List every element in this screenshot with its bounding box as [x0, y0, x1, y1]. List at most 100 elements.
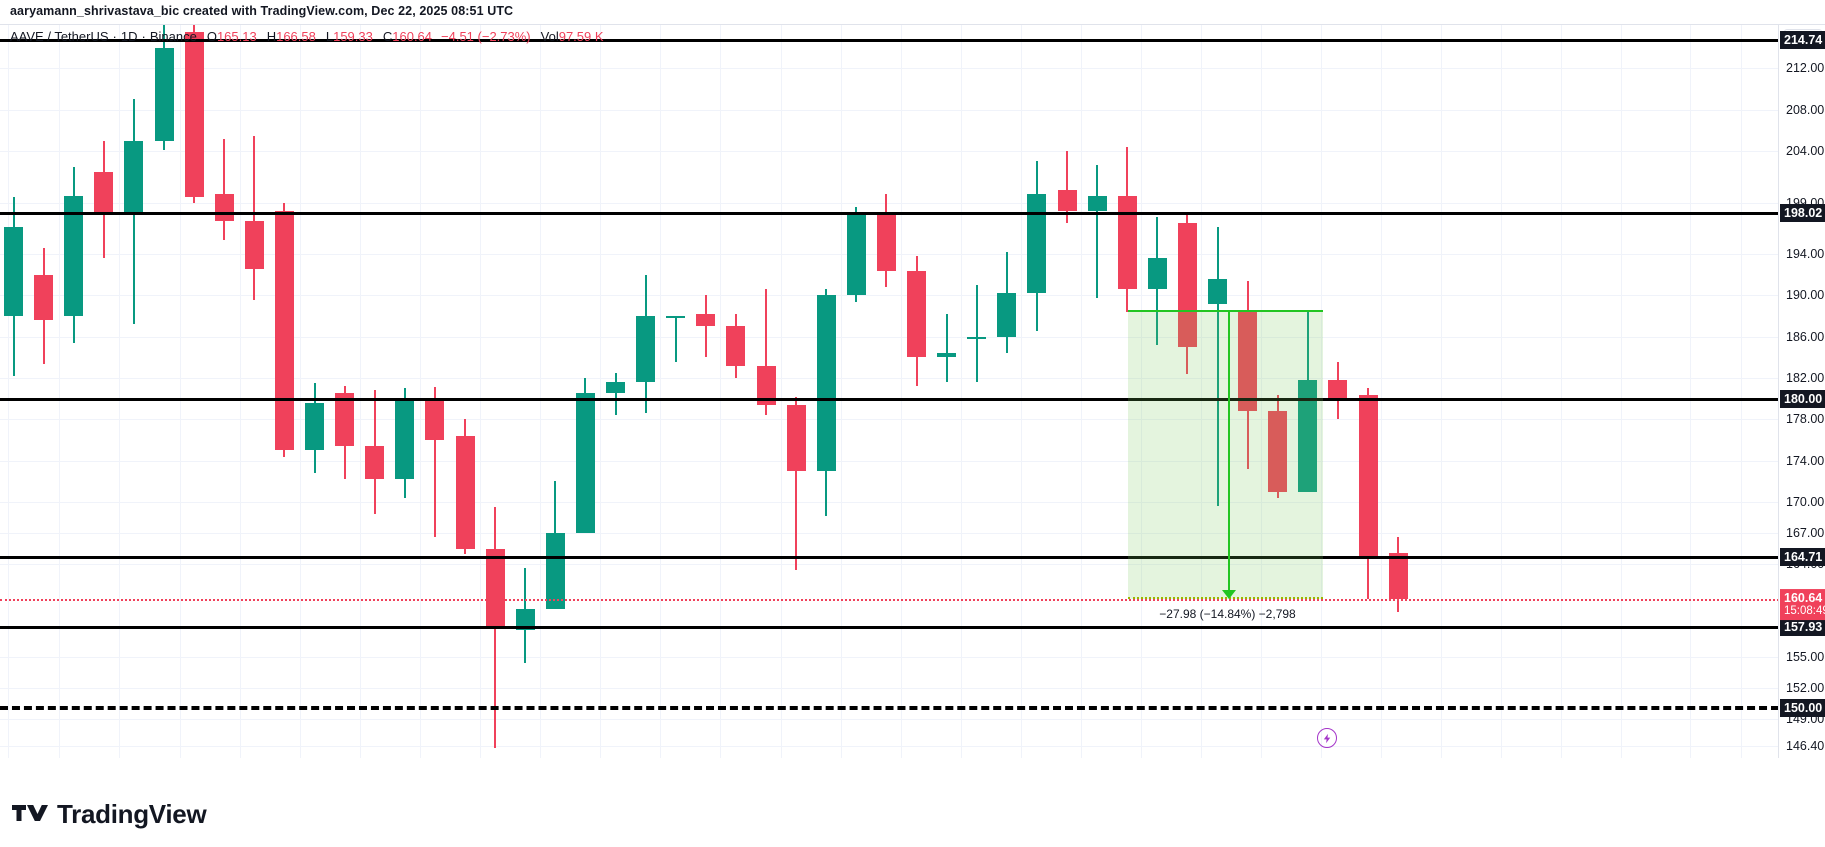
candle-body — [816, 295, 836, 471]
price-axis-tick: 174.00 — [1786, 453, 1825, 468]
chart-plot-area[interactable]: −27.98 (−14.84%) −2,798 — [0, 25, 1779, 758]
gridline-vertical — [1381, 25, 1382, 758]
gridline-horizontal — [0, 202, 1778, 204]
candle-body — [335, 392, 355, 447]
legend-close-key: C — [382, 29, 393, 44]
gridline-vertical — [1321, 25, 1322, 758]
price-axis-level-pill[interactable]: 198.02 — [1780, 203, 1825, 222]
chart-legend[interactable]: AAVE / TetherUS · 1D · Binance O 165.13 … — [10, 29, 604, 44]
candle-body — [937, 353, 957, 358]
gridline-horizontal — [0, 150, 1778, 152]
gridline-vertical — [59, 25, 60, 758]
candle-body — [666, 316, 686, 319]
candle-body — [1358, 394, 1378, 556]
price-axis-level-pill[interactable]: 157.93 — [1780, 617, 1825, 636]
candle-body — [1388, 552, 1408, 599]
attribution-line: aaryamann_shrivastava_bic created with T… — [10, 4, 514, 18]
measure-tool-box[interactable] — [1128, 309, 1323, 599]
candle-body — [305, 402, 324, 451]
gridline-horizontal — [0, 68, 1778, 70]
candle-wick — [975, 285, 978, 383]
candle-body — [154, 47, 174, 141]
level-line-resistance-214[interactable] — [0, 39, 1778, 43]
gridline-horizontal — [0, 656, 1778, 658]
candle-body — [1087, 196, 1107, 211]
level-line-support-157[interactable] — [0, 625, 1778, 629]
gridline-horizontal — [0, 563, 1778, 565]
gridline-vertical — [480, 25, 481, 758]
candle-body — [274, 210, 294, 451]
price-axis-level-pill[interactable]: 150.00 — [1780, 699, 1825, 718]
legend-symbol[interactable]: AAVE / TetherUS — [10, 29, 109, 44]
legend-sep-2: · — [141, 29, 146, 44]
legend-exchange[interactable]: Binance — [149, 29, 197, 44]
gridline-vertical — [600, 25, 601, 758]
legend-low-key: L — [325, 29, 334, 44]
lightning-event-marker[interactable] — [1317, 728, 1337, 748]
gridline-vertical — [8, 25, 9, 758]
level-line-support-164[interactable] — [0, 555, 1778, 559]
tradingview-mark-icon — [12, 805, 48, 821]
lightning-bolt-icon — [1323, 733, 1330, 743]
gridline-horizontal — [0, 109, 1778, 111]
legend-interval[interactable]: 1D — [120, 29, 138, 44]
price-axis-level-pill[interactable]: 180.00 — [1780, 389, 1825, 408]
gridline-horizontal — [0, 687, 1778, 689]
candle-body — [756, 365, 776, 405]
candle-body — [786, 404, 806, 471]
current-price-line — [0, 598, 1778, 601]
candle-wick — [765, 289, 767, 416]
candle-body — [214, 194, 234, 222]
gridline-horizontal — [0, 532, 1778, 534]
legend-open-key: O — [206, 29, 217, 44]
price-axis-tick: 182.00 — [1786, 371, 1825, 386]
candle-body — [1328, 380, 1348, 401]
gridline-vertical — [1261, 25, 1262, 758]
price-axis-level-pill[interactable]: 164.71 — [1780, 547, 1825, 566]
candle-body — [365, 446, 385, 480]
candle-body — [1177, 223, 1197, 348]
price-axis-level-pill[interactable]: 214.74 — [1780, 31, 1825, 50]
gridline-vertical — [841, 25, 842, 758]
gridline-vertical — [1141, 25, 1142, 758]
legend-high-value: 166.58 — [276, 29, 316, 44]
gridline-vertical — [1501, 25, 1502, 758]
legend-open-value: 165.13 — [216, 29, 257, 44]
legend-sep-1: · — [112, 29, 117, 44]
price-axis-tick: 178.00 — [1786, 412, 1825, 427]
candle-body — [545, 532, 565, 610]
legend-close-value: 160.64 — [392, 29, 433, 44]
gridline-vertical — [720, 25, 721, 758]
candle-body — [184, 32, 204, 198]
candle-body — [1238, 309, 1258, 412]
candle-body — [1057, 190, 1077, 211]
candle-body — [1268, 411, 1288, 492]
price-axis-tick: 212.00 — [1786, 61, 1825, 76]
candle-wick — [704, 295, 707, 358]
legend-high-key: H — [266, 29, 277, 44]
candle-body — [967, 336, 987, 339]
gridline-horizontal — [0, 460, 1778, 462]
candle-wick — [433, 387, 436, 538]
candle-body — [876, 212, 896, 271]
candle-body — [4, 227, 23, 317]
current-price-pill[interactable]: 160.64 15:08:49 — [1780, 588, 1825, 621]
candle-wick — [614, 372, 617, 416]
level-line-resistance-198[interactable] — [0, 211, 1778, 215]
candle-body — [997, 293, 1017, 337]
candle-wick — [223, 138, 226, 240]
gridline-horizontal — [0, 295, 1778, 297]
candle-body — [1208, 278, 1227, 304]
legend-change: −4.51 (−2.73%) — [441, 29, 531, 44]
gridline-vertical — [360, 25, 361, 758]
price-axis-tick: 186.00 — [1786, 329, 1825, 344]
price-axis-tick: 190.00 — [1786, 288, 1825, 303]
price-axis[interactable]: USDT 212.00208.00204.00199.00194.00190.0… — [1780, 25, 1825, 758]
gridline-horizontal — [0, 718, 1778, 720]
level-line-support-150[interactable] — [0, 706, 1778, 711]
candle-body — [907, 270, 926, 358]
tradingview-logo: TradingView — [12, 799, 207, 830]
candle-body — [455, 435, 475, 550]
level-line-midline-180[interactable] — [0, 397, 1778, 401]
